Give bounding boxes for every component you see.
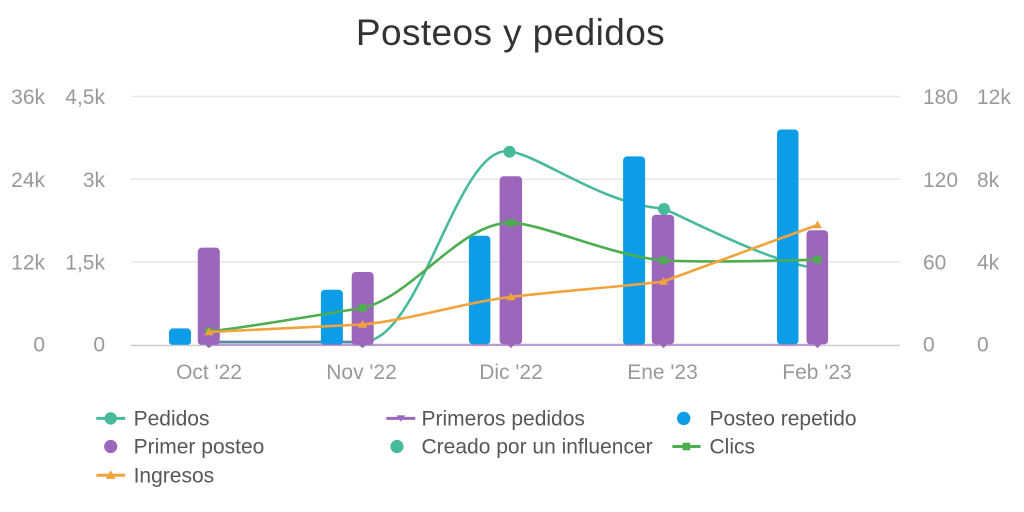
svg-text:4k: 4k (977, 252, 1000, 275)
svg-text:0: 0 (977, 334, 989, 357)
svg-text:12k: 12k (11, 252, 45, 275)
svg-text:60: 60 (923, 252, 946, 275)
svg-text:0: 0 (33, 334, 45, 357)
svg-text:36k: 36k (11, 86, 45, 109)
svg-text:Primeros pedidos: Primeros pedidos (422, 407, 585, 430)
svg-text:4,5k: 4,5k (65, 86, 105, 109)
svg-text:Clics: Clics (710, 436, 756, 459)
svg-text:Ingresos: Ingresos (134, 464, 215, 487)
svg-text:0: 0 (923, 334, 935, 357)
svg-text:Feb '23: Feb '23 (782, 361, 851, 384)
svg-text:Oct '22: Oct '22 (176, 361, 242, 384)
svg-text:Posteo repetido: Posteo repetido (710, 407, 857, 430)
svg-text:Nov '22: Nov '22 (326, 361, 397, 384)
svg-text:Dic '22: Dic '22 (479, 361, 543, 384)
svg-text:0: 0 (93, 334, 105, 357)
svg-text:1,5k: 1,5k (65, 252, 105, 275)
svg-text:Posteos y pedidos: Posteos y pedidos (356, 12, 665, 53)
svg-text:120: 120 (923, 169, 958, 192)
svg-text:8k: 8k (977, 169, 1000, 192)
svg-text:Ene '23: Ene '23 (627, 361, 698, 384)
svg-text:12k: 12k (977, 86, 1011, 109)
svg-text:Pedidos: Pedidos (134, 407, 210, 430)
svg-text:3k: 3k (83, 169, 106, 192)
svg-text:180: 180 (923, 86, 958, 109)
svg-text:Primer posteo: Primer posteo (134, 436, 265, 459)
svg-text:Creado por un influencer: Creado por un influencer (422, 436, 653, 459)
svg-text:24k: 24k (11, 169, 45, 192)
